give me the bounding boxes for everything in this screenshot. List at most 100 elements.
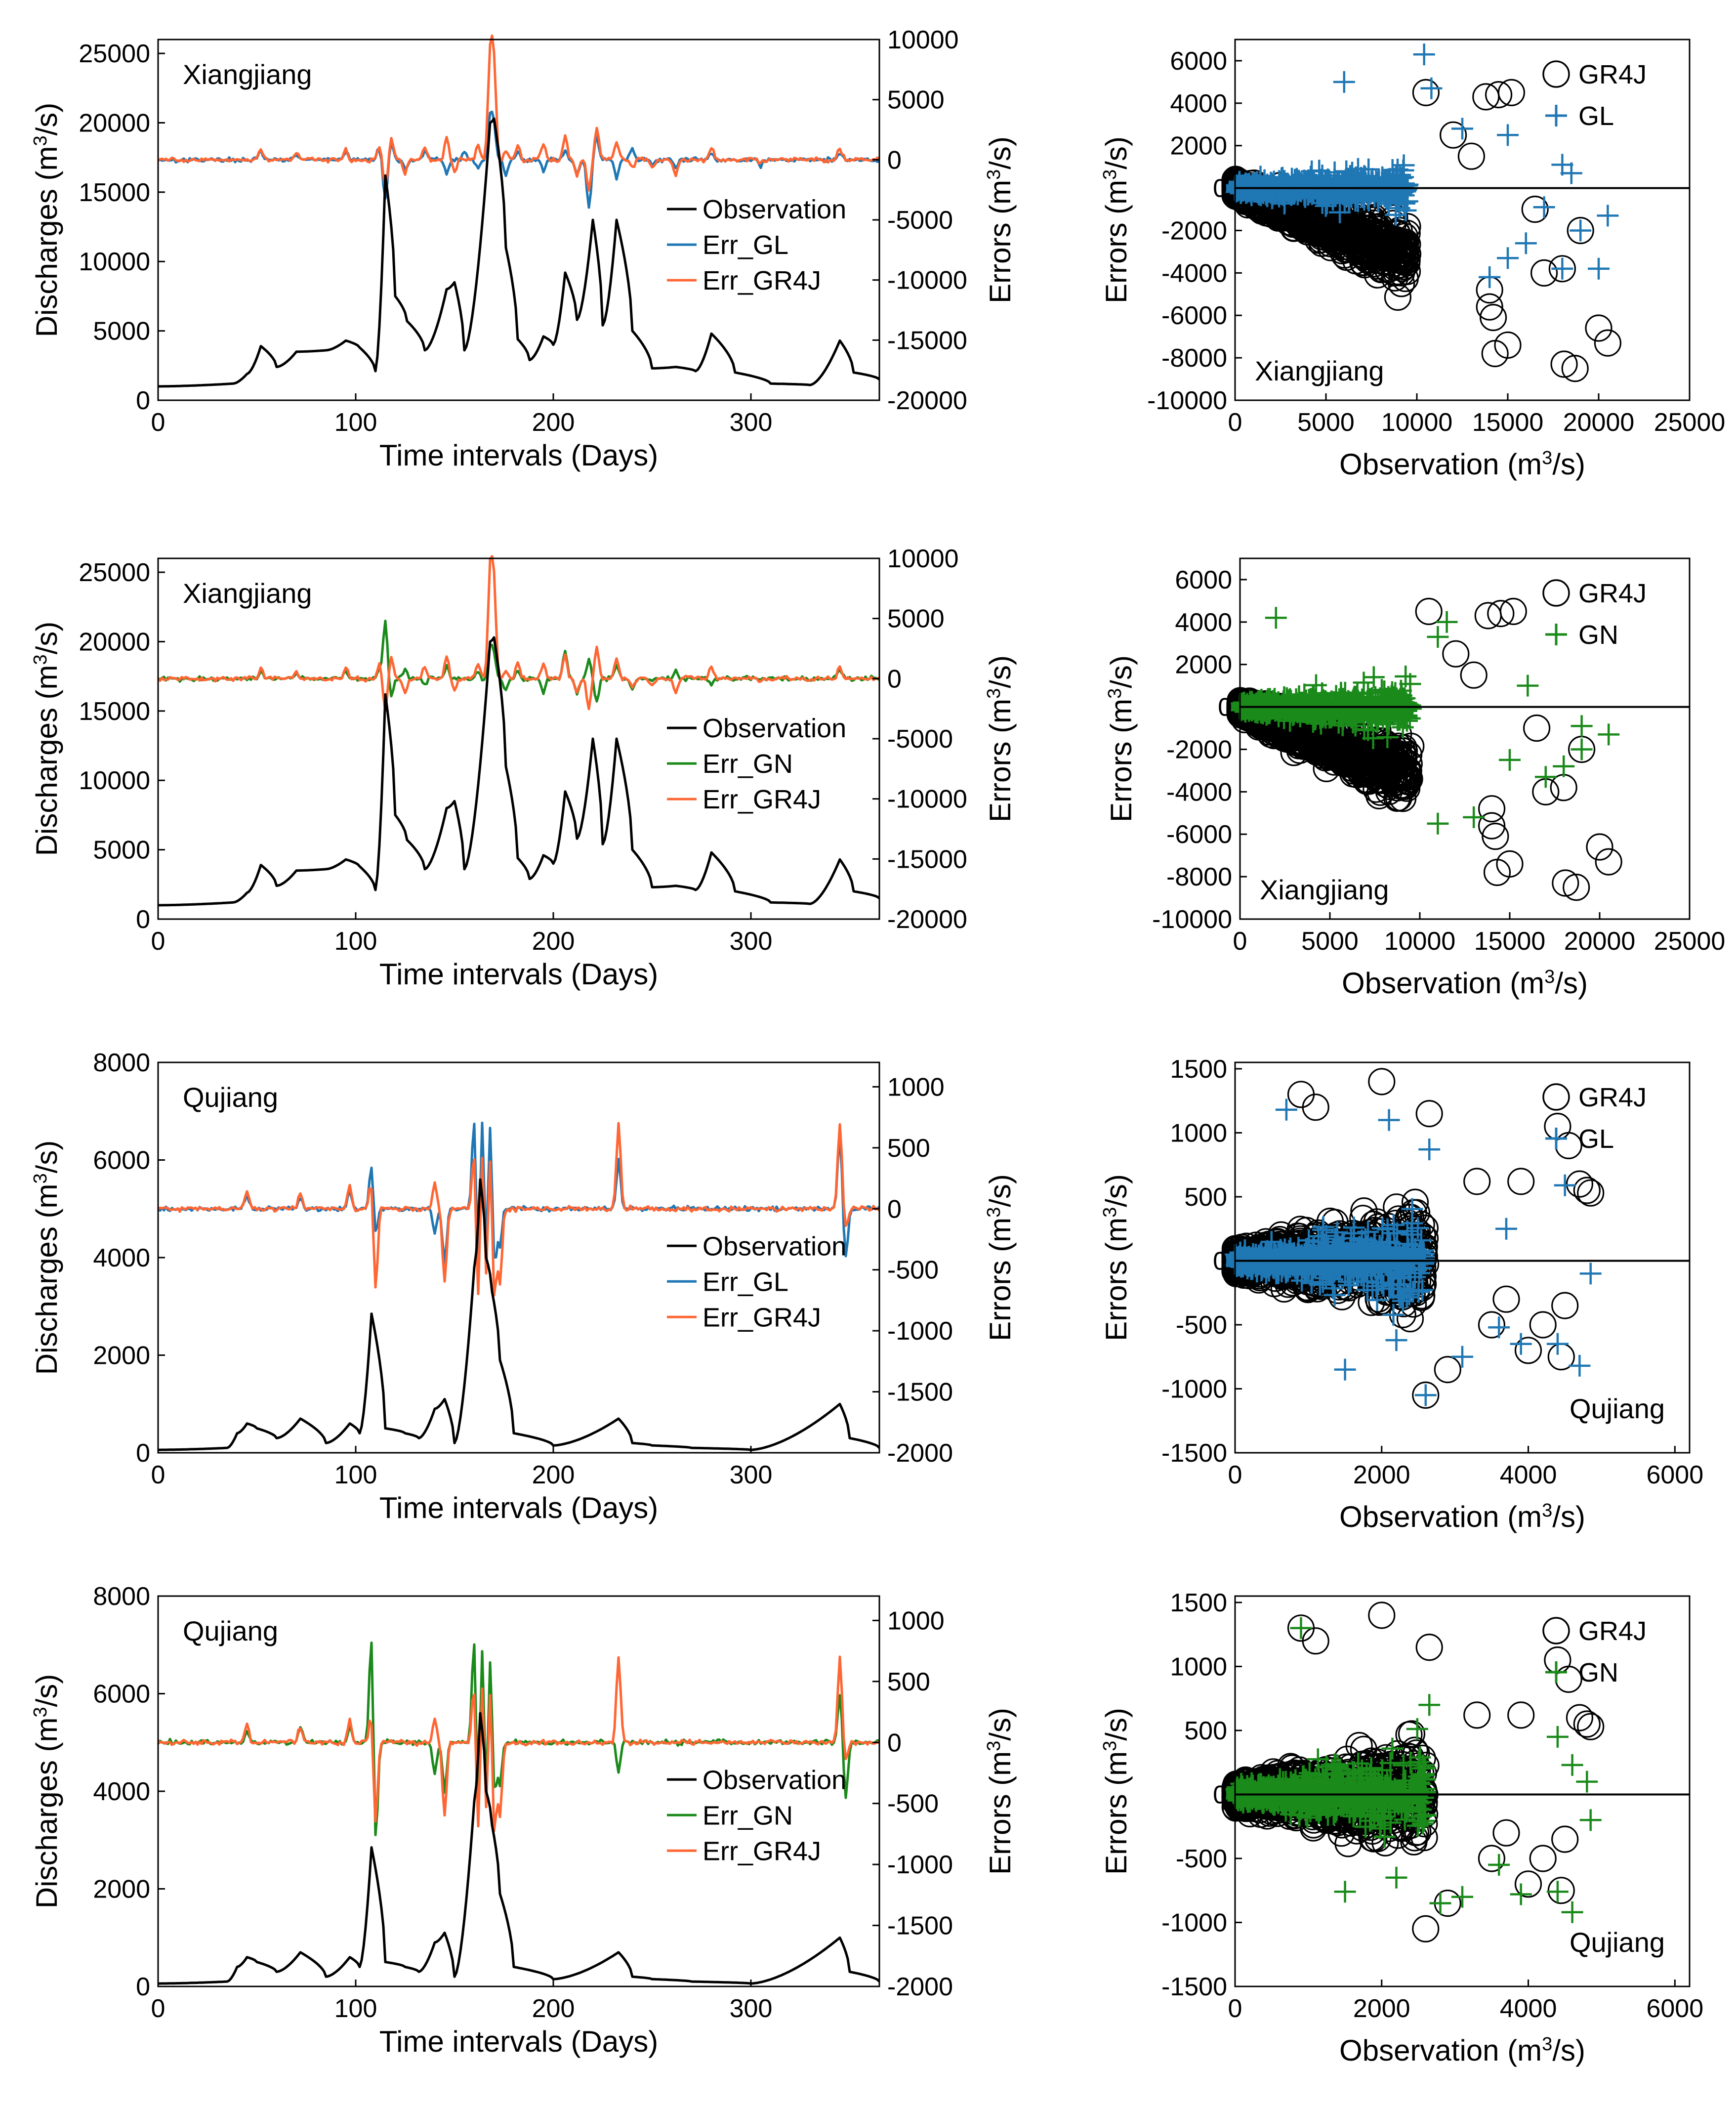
gr4j-point (1566, 1170, 1593, 1198)
y-tick-label: 6000 (93, 1146, 150, 1175)
gr4j-point (1368, 1068, 1396, 1096)
gr4j-point (1492, 1285, 1520, 1313)
model-point (1534, 766, 1557, 788)
model-point (1499, 749, 1521, 771)
station-label: Xiangjiang (1255, 355, 1384, 386)
gr4j-point (1523, 714, 1551, 742)
gr4j-point (1336, 213, 1364, 241)
y-tick-label: 0 (136, 386, 150, 415)
legend-label: Err_GL (703, 1267, 788, 1297)
y2-tick-label: 0 (887, 146, 902, 174)
y2-tick-label: 0 (887, 1195, 902, 1223)
x-tick-label: 10000 (1384, 927, 1456, 956)
x-tick-label: 25000 (1654, 927, 1726, 956)
x-tick-label: 20000 (1563, 408, 1635, 437)
y-tick-label: 4000 (1170, 89, 1227, 118)
station-label: Xiangjiang (183, 59, 312, 90)
y-tick-label: -6000 (1166, 820, 1232, 849)
y-axis-label: Errors (m3/s) (1100, 136, 1133, 303)
x-tick-label: 0 (1233, 927, 1247, 956)
y2-tick-label: -1500 (887, 1378, 953, 1407)
gr4j-point (1561, 354, 1589, 382)
gr4j-points (1221, 79, 1621, 382)
gr4j-point (1388, 259, 1415, 287)
legend-swatch (1542, 60, 1570, 88)
y2-tick-label: -15000 (887, 845, 967, 874)
gr4j-point (1544, 1112, 1571, 1140)
x-tick-label: 0 (151, 927, 165, 956)
gr4j-point (1555, 1132, 1582, 1159)
model-point (1515, 232, 1537, 254)
y2-tick-label: -1000 (887, 1317, 953, 1346)
x-tick-label: 15000 (1472, 408, 1544, 437)
gr4j-point (1482, 822, 1509, 850)
y2-axis-label: Errors (m3/s) (984, 1174, 1017, 1341)
model-point (1463, 806, 1485, 828)
gr4j-point (1551, 1292, 1579, 1319)
gr4j-point (1494, 331, 1522, 359)
model-point (1588, 257, 1610, 280)
y-tick-label: 0 (136, 1439, 150, 1468)
y2-tick-label: 5000 (887, 86, 945, 115)
y-tick-label: 20000 (79, 109, 150, 137)
model-point (1436, 611, 1458, 633)
model-point (1597, 205, 1619, 227)
y-axis-label: Discharges (m3/s) (30, 103, 63, 337)
gr4j-points (1226, 597, 1622, 901)
gr4j-point (1463, 1168, 1491, 1195)
scatter-panel-1: 0 5000 10000 15000 20000 25000-10000-8000-600… (1100, 39, 1726, 481)
model-point (1333, 71, 1355, 93)
series-line-err_gr4j (157, 34, 880, 192)
y2-tick-label: -20000 (887, 905, 967, 934)
x-tick-label: 200 (532, 927, 575, 956)
model-point (1517, 675, 1539, 697)
x-tick-label: 15000 (1474, 927, 1546, 956)
x-axis-label: Observation (m3/s) (1339, 448, 1585, 481)
x-axis-label: Time intervals (Days) (379, 958, 659, 991)
y-tick-label: 0 (1218, 693, 1232, 722)
x-tick-label: 200 (532, 408, 575, 437)
gr4j-point (1360, 209, 1387, 237)
y-tick-label: 4000 (93, 1244, 150, 1272)
y2-tick-label: 10000 (887, 545, 959, 573)
y-tick-label: 25000 (79, 558, 150, 587)
series-line-observation (158, 117, 880, 388)
y-tick-label: -10000 (1152, 905, 1232, 934)
x-tick-label: 10000 (1381, 408, 1453, 437)
gr4j-point (1548, 255, 1576, 283)
x-axis-label: Time intervals (Days) (379, 439, 659, 472)
y-tick-label: -2000 (1166, 735, 1232, 764)
y-tick-label: -8000 (1166, 863, 1232, 891)
legend-label: Observation (703, 714, 846, 743)
x-tick-label: 25000 (1654, 408, 1726, 437)
gr4j-point (1415, 597, 1443, 626)
y-axis-label: Errors (m3/s) (1105, 655, 1138, 822)
model-point (1553, 755, 1575, 777)
gr4j-point (1460, 661, 1488, 689)
y-tick-label: 15000 (79, 697, 150, 726)
y-tick-label: 25000 (79, 40, 150, 68)
y2-tick-label: 5000 (887, 605, 945, 633)
x-tick-label: 20000 (1564, 927, 1636, 956)
legend-label: GL (1578, 101, 1614, 131)
legend-swatch (1545, 105, 1567, 126)
gr4j-point (1514, 1337, 1542, 1364)
gr4j-point (1302, 1094, 1329, 1121)
model-point (1265, 607, 1287, 629)
gr4j-point (1550, 350, 1578, 378)
legend-label: Observation (703, 195, 846, 224)
legend-label: GR4J (1578, 579, 1647, 608)
gr4j-point (1586, 833, 1613, 861)
scatter-panel-2: 0 5000 10000 15000 20000 25000-10000-8000-600… (1105, 557, 1726, 1000)
gr4j-point (1563, 873, 1590, 901)
y2-axis-label: Errors (m3/s) (984, 136, 1017, 303)
gr4j-point (1594, 329, 1621, 357)
gr4j-point (1529, 1311, 1557, 1339)
gr4j-point (1567, 216, 1594, 245)
y-tick-label: -2000 (1161, 216, 1227, 245)
gr4j-point (1442, 640, 1470, 668)
timeseries-panel-3: 0 100 200 30002000400060008000-2000-1500-10… (30, 1049, 1017, 1524)
x-axis-label: Observation (m3/s) (1342, 967, 1588, 1000)
y-tick-label: 0 (1213, 174, 1227, 203)
gr4j-point (1440, 121, 1467, 149)
